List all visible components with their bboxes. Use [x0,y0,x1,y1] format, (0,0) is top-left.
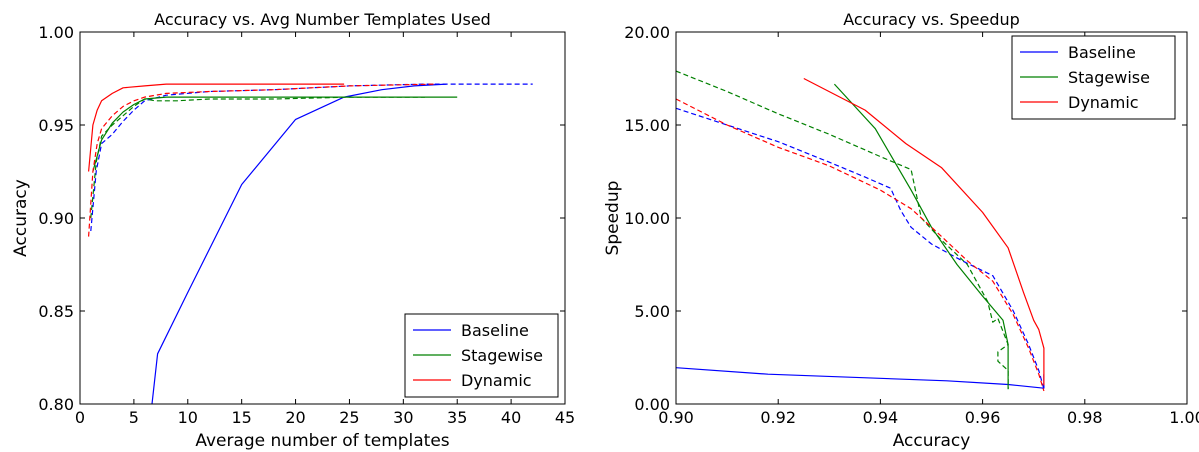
series-baseline-solid-line [151,83,447,404]
x-tick-label: 35 [447,408,467,427]
chart-title: Accuracy vs. Speedup [843,10,1020,29]
x-tick-label: 45 [555,408,575,427]
y-tick-label: 0.85 [38,302,74,321]
series-stagewise-solid-line [833,83,1009,390]
series-stagewise-dashed-line [90,96,425,219]
series-stagewise-solid-line [92,96,458,172]
legend-label-baseline: Baseline [1068,43,1136,62]
legend-label-dynamic: Dynamic [1068,93,1139,112]
x-tick-label: 10 [178,408,198,427]
y-axis-label: Speedup [603,181,623,256]
x-tick-label: 0.94 [863,408,899,427]
series-baseline-dashed-line [676,107,1045,390]
legend-label-dynamic: Dynamic [461,371,532,390]
y-tick-label: 5.00 [634,302,670,321]
x-tick-label: 25 [339,408,359,427]
chart-1: 0 5 10 15 20 25 30 35 40 45 0.80 0.85 0.90 0.95 1.00 Ac… [11,10,575,451]
y-axis-label: Accuracy [11,179,31,257]
legend-label-stagewise: Stagewise [1068,68,1150,87]
series-stagewise-dashed-line [676,70,1009,390]
legend: Baseline Stagewise Dynamic [1011,35,1176,120]
x-tick-label: 1.00 [1169,408,1199,427]
series-dynamic-dashed-line [88,83,436,237]
x-tick-label: 0.98 [1067,408,1103,427]
y-tick-label: 0.00 [634,395,670,414]
x-axis-label: Accuracy [893,431,971,451]
series-baseline-solid-line [676,367,1045,389]
x-tick-label: 5 [129,408,139,427]
x-tick-label: 0.96 [965,408,1001,427]
y-tick-label: 10.00 [624,209,670,228]
x-axis-label: Average number of templates [195,431,449,451]
y-tick-label: 1.00 [38,23,74,42]
x-tick-label: 20 [285,408,305,427]
x-tick-label: 0.92 [760,408,796,427]
legend: Baseline Stagewise Dynamic [404,313,559,398]
series-dynamic-dashed-line [676,98,1045,392]
y-tick-label: 20.00 [624,23,670,42]
x-tick-label: 0.90 [658,408,694,427]
y-tick-label: 15.00 [624,116,670,135]
series-baseline-dashed-line [90,83,533,232]
x-tick-label: 40 [501,408,521,427]
series-lines [88,83,533,404]
x-tick-label: 30 [393,408,413,427]
series-dynamic-solid-line [88,83,345,172]
series-dynamic-solid-line [803,77,1045,386]
x-tick-label: 15 [231,408,251,427]
y-tick-label: 0.80 [38,395,74,414]
x-tick-label: 0 [75,408,85,427]
series-lines [676,70,1045,392]
legend-label-stagewise: Stagewise [461,346,543,365]
y-tick-label: 0.90 [38,209,74,228]
legend-label-baseline: Baseline [461,321,529,340]
y-tick-label: 0.95 [38,116,74,135]
chart-2: 0.90 0.92 0.94 0.96 0.98 1.00 0.00 5.00 10.00 15.… [603,10,1199,451]
chart-title: Accuracy vs. Avg Number Templates Used [154,10,491,29]
